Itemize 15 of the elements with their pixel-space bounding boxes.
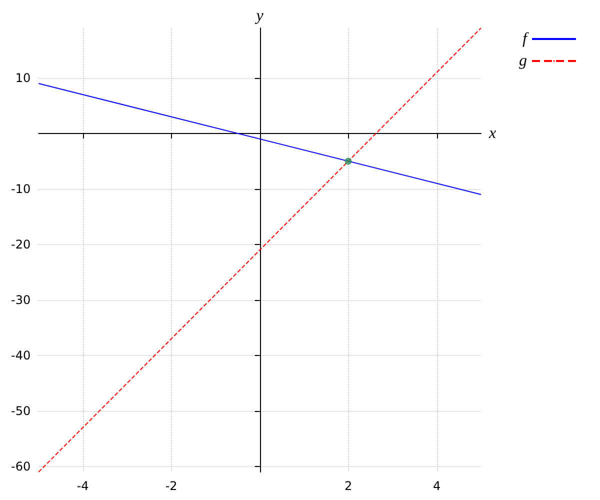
legend-label: f (522, 30, 530, 48)
legend-label: g (519, 52, 527, 70)
y-tick-label: -60 (10, 459, 31, 474)
x-tick-label: 4 (432, 479, 441, 493)
y-tick-label: -10 (10, 182, 31, 196)
x-tick-label: -2 (165, 479, 178, 493)
y-tick-label: 10 (15, 70, 31, 85)
x-axis-title: x (488, 124, 496, 142)
x-tick-label: -4 (76, 479, 89, 493)
x-tick-label: 2 (344, 479, 352, 493)
y-axis-title: y (254, 8, 264, 24)
y-tick-label: -20 (10, 237, 31, 252)
y-tick-label: -50 (10, 404, 31, 418)
y-tick-label: -40 (10, 348, 31, 362)
y-tick-label: -30 (10, 292, 31, 307)
